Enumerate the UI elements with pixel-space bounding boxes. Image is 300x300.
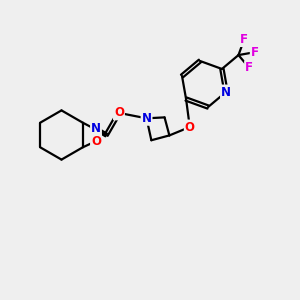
Text: F: F bbox=[240, 33, 248, 46]
Text: O: O bbox=[185, 121, 195, 134]
Text: N: N bbox=[91, 122, 101, 135]
Text: O: O bbox=[114, 106, 124, 119]
Text: N: N bbox=[142, 112, 152, 125]
Text: F: F bbox=[251, 46, 259, 59]
Text: N: N bbox=[221, 85, 231, 98]
Text: F: F bbox=[245, 61, 253, 74]
Text: O: O bbox=[91, 135, 101, 148]
